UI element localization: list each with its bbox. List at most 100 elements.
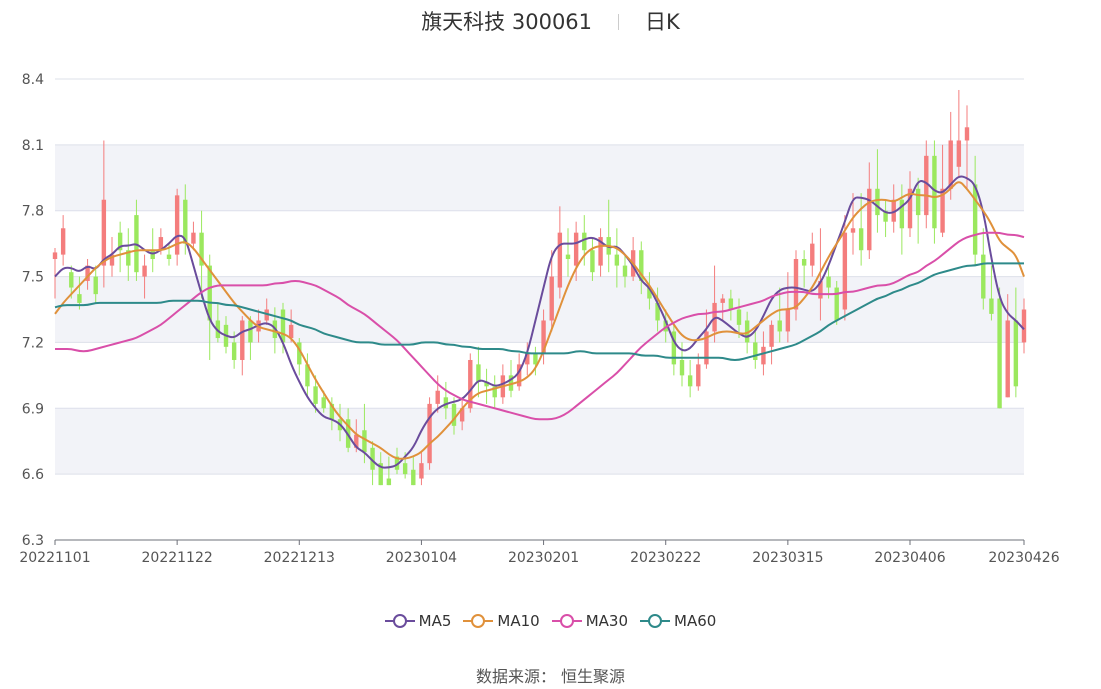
candle-up	[842, 215, 848, 321]
candle-body	[354, 434, 359, 448]
candle-down	[248, 316, 253, 360]
candle-body	[915, 188, 921, 216]
candle-up	[435, 375, 440, 413]
legend-marker-icon	[463, 614, 494, 628]
candle-down	[386, 456, 392, 486]
candle-body	[435, 390, 440, 404]
candle-down	[329, 397, 335, 431]
x-tick-label: 20230201	[508, 550, 579, 566]
candle-down	[777, 287, 782, 343]
candle-down	[671, 324, 677, 376]
legend-label: MA60	[674, 612, 717, 630]
candle-up	[174, 188, 180, 266]
candle-body	[801, 259, 807, 266]
candle-body	[565, 254, 571, 260]
candle-body	[411, 469, 416, 486]
x-tick-label: 20221213	[264, 550, 335, 566]
candle-down	[305, 353, 310, 398]
candle-up	[541, 309, 546, 365]
legend-item-ma30[interactable]: MA30	[551, 612, 629, 630]
candle-body	[240, 320, 245, 360]
candle-down	[687, 359, 693, 398]
candle-body	[777, 320, 782, 332]
ma-line-ma60	[54, 262, 1024, 361]
candle-down	[378, 452, 383, 486]
candle-down	[492, 375, 497, 409]
legend-item-ma60[interactable]: MA60	[640, 612, 716, 630]
candle-body	[321, 397, 326, 409]
candle-up	[867, 162, 872, 260]
legend-label: MA5	[418, 612, 452, 630]
candle-body	[288, 324, 294, 339]
candle-body	[191, 232, 196, 244]
candle-down	[826, 265, 831, 299]
candle-down	[476, 346, 481, 398]
candle-up	[720, 294, 725, 321]
candle-body	[370, 447, 375, 470]
candle-body	[793, 259, 799, 310]
candle-down	[834, 280, 839, 325]
candle-body	[402, 463, 408, 475]
candle-up	[60, 215, 66, 266]
candle-body	[858, 228, 864, 251]
ma-line-ma10	[54, 181, 1025, 460]
candle-body	[590, 250, 595, 273]
candle-down	[134, 199, 139, 281]
candle-up	[924, 140, 929, 229]
candle-up	[956, 89, 962, 178]
candle-up	[573, 221, 579, 281]
candle-down	[997, 287, 1002, 409]
candle-body	[60, 228, 66, 255]
candle-body	[679, 359, 685, 376]
candle-body	[647, 287, 652, 299]
legend-item-ma10[interactable]: MA10	[463, 612, 540, 630]
candle-up	[964, 105, 970, 189]
candle-body	[964, 127, 970, 141]
candle-down	[297, 338, 302, 376]
x-tick-label: 20230315	[752, 550, 823, 566]
candle-down	[484, 368, 489, 404]
candle-body	[1021, 309, 1027, 343]
candle-body	[427, 403, 432, 464]
candle-body	[899, 199, 905, 229]
candle-down	[126, 228, 131, 281]
candle-body	[508, 375, 514, 391]
candle-body	[639, 250, 644, 281]
legend-marker-circle	[471, 614, 486, 628]
candle-body	[769, 324, 774, 347]
legend-item-ma5[interactable]: MA5	[384, 612, 452, 630]
candle-body	[663, 320, 668, 332]
candle-up	[101, 140, 107, 288]
candle-down	[989, 265, 994, 321]
candle-body	[158, 237, 164, 251]
candle-body	[687, 375, 693, 387]
candle-up	[52, 248, 58, 299]
candle-body	[199, 232, 204, 266]
legend-marker-icon	[551, 614, 582, 628]
candle-down	[614, 228, 620, 288]
candle-body	[736, 309, 742, 325]
candle-up	[891, 184, 896, 233]
candle-body	[1013, 320, 1019, 387]
candle-body	[280, 309, 286, 343]
candle-down	[451, 397, 457, 435]
candle-body	[989, 298, 994, 314]
candle-down	[981, 228, 986, 310]
candle-up	[549, 250, 554, 332]
candle-body	[101, 199, 107, 266]
plot-band	[55, 408, 1024, 475]
candle-up	[468, 353, 473, 413]
candle-body	[183, 199, 188, 244]
candle-body	[533, 353, 538, 365]
candle-body	[52, 252, 58, 260]
candle-body	[85, 265, 90, 281]
ma-line-ma30	[55, 231, 1025, 421]
candle-body	[972, 184, 978, 255]
candle-body	[394, 456, 400, 470]
candle-body	[305, 364, 310, 387]
candle-down	[858, 193, 864, 266]
candle-up	[850, 193, 856, 255]
legend-label: MA30	[585, 612, 629, 630]
y-tick-label: 6.6	[22, 467, 44, 483]
candle-up	[240, 316, 245, 376]
